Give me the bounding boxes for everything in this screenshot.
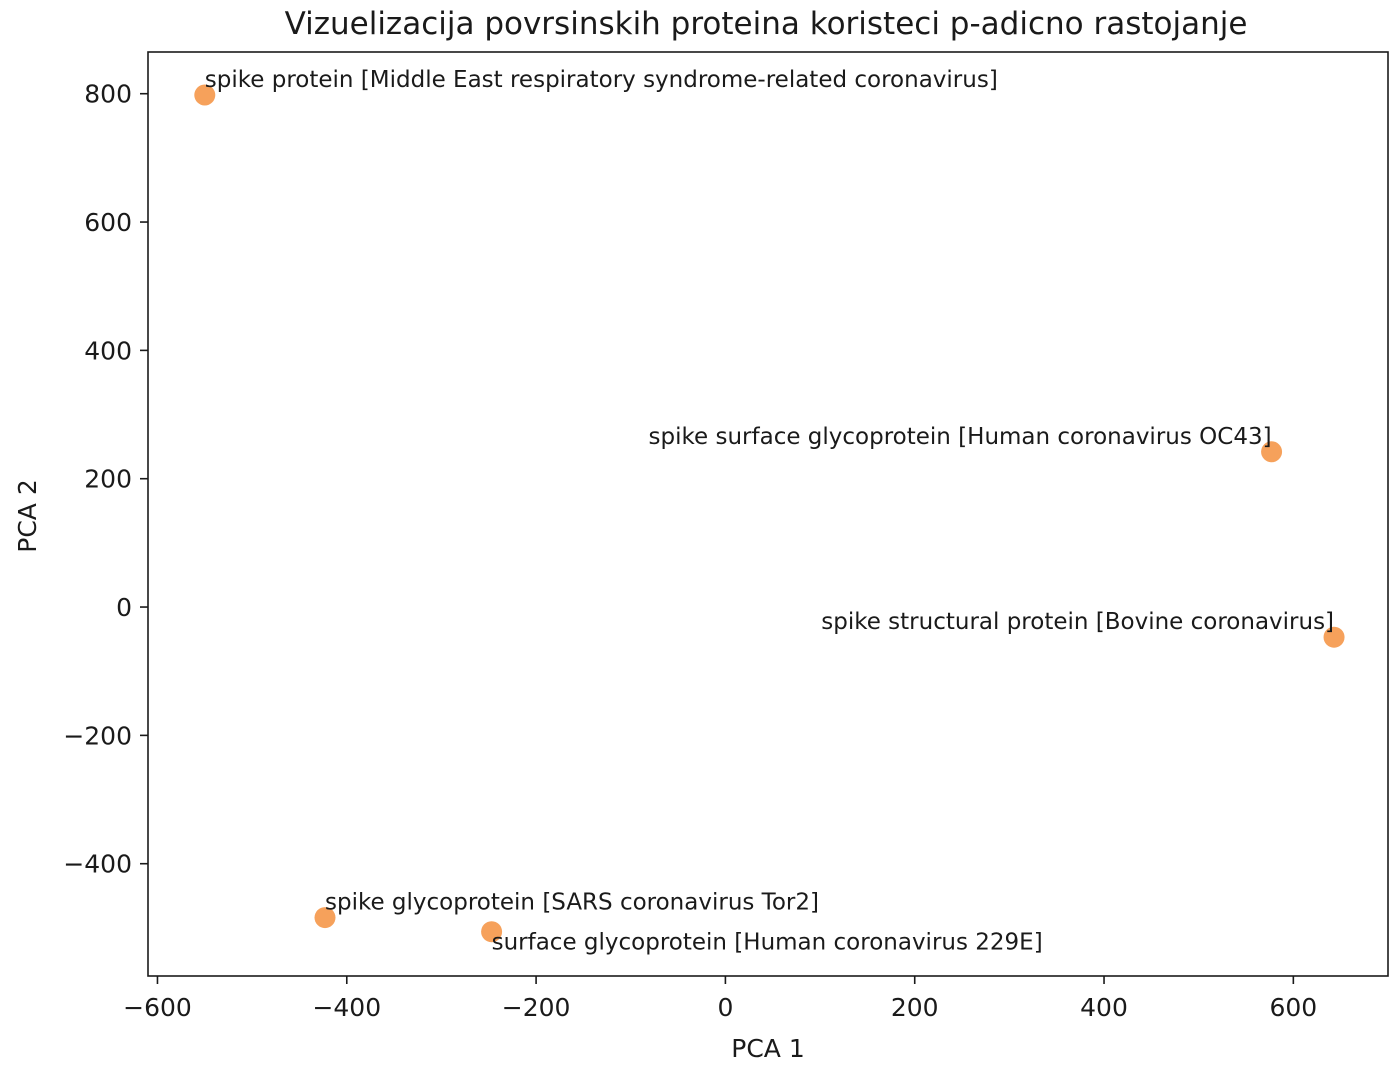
data-point bbox=[194, 84, 216, 106]
data-point bbox=[1261, 441, 1283, 463]
y-axis: −400 −200 0 200 400 600 800 bbox=[63, 80, 148, 879]
y-tick-label: −400 bbox=[63, 850, 132, 879]
x-tick-label: 200 bbox=[891, 993, 939, 1022]
y-tick-label: 0 bbox=[116, 593, 132, 622]
y-tick-label: −200 bbox=[63, 721, 132, 750]
data-point-label: surface glycoprotein [Human coronavirus … bbox=[492, 930, 1043, 956]
x-tick-label: 600 bbox=[1269, 993, 1317, 1022]
x-tick-label: 0 bbox=[717, 993, 733, 1022]
x-tick-label: −400 bbox=[312, 993, 381, 1022]
x-axis-label: PCA 1 bbox=[731, 1034, 805, 1063]
data-labels: spike protein [Middle East respiratory s… bbox=[205, 67, 1334, 956]
x-tick-label: 400 bbox=[1080, 993, 1128, 1022]
x-tick-label: −600 bbox=[123, 993, 192, 1022]
x-tick-label: −200 bbox=[502, 993, 571, 1022]
data-point-label: spike surface glycoprotein [Human corona… bbox=[649, 424, 1272, 450]
y-tick-label: 800 bbox=[84, 80, 132, 109]
data-point-label: spike structural protein [Bovine coronav… bbox=[821, 609, 1334, 635]
y-tick-label: 200 bbox=[84, 465, 132, 494]
x-axis: −600 −400 −200 0 200 400 600 bbox=[123, 976, 1317, 1022]
y-tick-label: 400 bbox=[84, 336, 132, 365]
plot-area bbox=[147, 51, 1389, 977]
data-point bbox=[314, 907, 336, 929]
data-points bbox=[194, 84, 1345, 943]
data-point bbox=[1323, 626, 1345, 648]
data-point bbox=[481, 921, 503, 943]
data-point-label: spike glycoprotein [SARS coronavirus Tor… bbox=[325, 890, 819, 916]
y-tick-label: 600 bbox=[84, 208, 132, 237]
y-axis-label: PCA 2 bbox=[13, 479, 42, 553]
chart-title: Vizuelizacija povrsinskih proteina koris… bbox=[285, 6, 1248, 42]
data-point-label: spike protein [Middle East respiratory s… bbox=[205, 67, 998, 93]
